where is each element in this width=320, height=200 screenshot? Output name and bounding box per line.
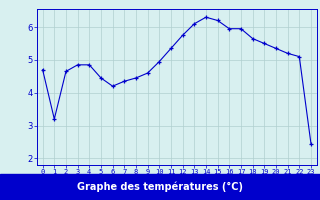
Text: Graphe des températures (°C): Graphe des températures (°C) bbox=[77, 182, 243, 192]
